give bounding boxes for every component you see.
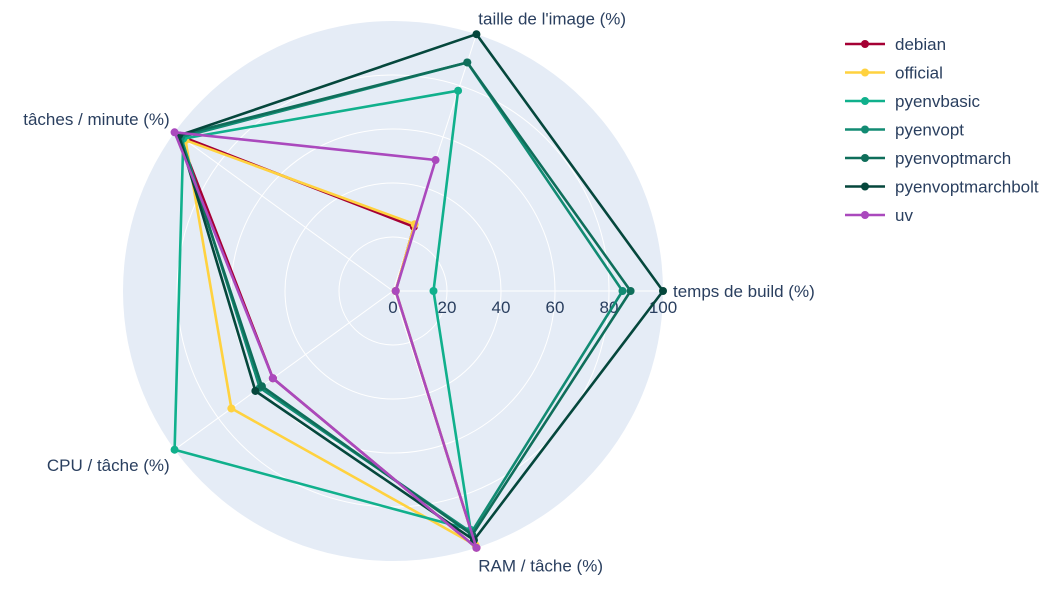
legend-swatch-marker (861, 40, 869, 48)
series-line (173, 89, 472, 532)
legend-label: uv (895, 206, 913, 225)
series-point (391, 287, 400, 295)
legend-label: pyenvoptmarchbolt (895, 178, 1039, 197)
series-line (173, 131, 478, 550)
series-line (177, 61, 632, 537)
series-point (463, 58, 472, 67)
legend-swatch-marker (861, 97, 869, 105)
radial-tick-label: 60 (546, 298, 565, 317)
series-group (170, 30, 667, 552)
series-point (626, 287, 635, 295)
radial-tick-label: 40 (492, 298, 511, 317)
axis-label: RAM / tâche (%) (478, 556, 603, 575)
legend-item-official[interactable]: official (845, 64, 943, 83)
legend-item-pyenvoptmarch[interactable]: pyenvoptmarch (845, 149, 1011, 168)
series-point (257, 382, 266, 391)
radial-tick-label: 20 (438, 298, 457, 317)
radial-tick-label: 100 (649, 298, 677, 317)
series-point (454, 86, 463, 95)
series-point (251, 386, 260, 395)
series-uv (170, 128, 481, 552)
legend-swatch-marker (861, 182, 869, 191)
grid-spoke (174, 131, 394, 292)
series-point (170, 445, 179, 454)
legend-swatch-marker (861, 211, 869, 219)
axis-label: tâches / minute (%) (23, 110, 169, 129)
legend-label: pyenvbasic (895, 92, 981, 111)
legend-item-pyenvopt[interactable]: pyenvopt (845, 121, 964, 140)
legend-item-pyenvoptmarchbolt[interactable]: pyenvoptmarchbolt (845, 178, 1039, 197)
legend-label: debian (895, 35, 946, 54)
legend-label: pyenvoptmarch (895, 149, 1011, 168)
legend-label: official (895, 64, 943, 83)
series-line (177, 32, 665, 542)
series-point (472, 30, 481, 39)
axis-label: CPU / tâche (%) (47, 456, 170, 475)
series-point (227, 404, 236, 413)
series-point (659, 287, 667, 295)
legend-swatch-marker (861, 125, 869, 134)
legend-item-debian[interactable]: debian (845, 35, 946, 54)
axis-label: taille de l'image (%) (478, 10, 626, 29)
grid-spoke (174, 290, 394, 451)
radial-tick-label: 0 (388, 298, 397, 317)
legend-item-uv[interactable]: uv (845, 206, 913, 225)
legend[interactable]: debian official pyenvbasic pyenvopt pyenvopt… (845, 35, 1039, 225)
series-point (268, 374, 277, 383)
legend-swatch-marker (861, 154, 869, 162)
legend-label: pyenvopt (895, 121, 964, 140)
series-point (170, 128, 179, 137)
axis-label: temps de build (%) (673, 282, 815, 301)
axis-labels: temps de build (%) taille de l'image (%) t… (23, 10, 814, 576)
series-point (618, 287, 627, 295)
legend-swatch-marker (861, 68, 869, 77)
series-point (431, 156, 440, 165)
series-point (429, 287, 438, 295)
legend-item-pyenvbasic[interactable]: pyenvbasic (845, 92, 981, 111)
series-point (472, 543, 481, 552)
